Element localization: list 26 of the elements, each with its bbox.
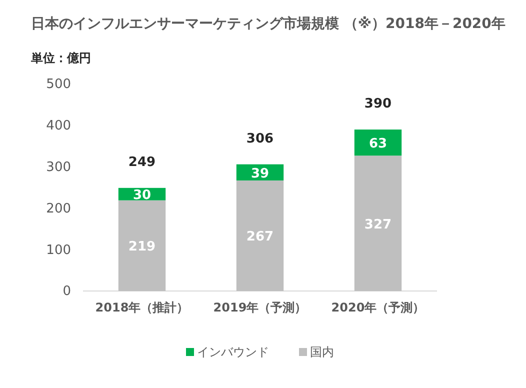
data-label: 219 <box>128 240 156 255</box>
y-tick-label: 0 <box>62 284 71 300</box>
bar <box>236 180 284 291</box>
legend-label: インバウンド <box>197 345 269 359</box>
y-axis-title: 単位：億円 <box>30 51 91 65</box>
y-tick-label: 500 <box>46 77 71 92</box>
data-label: 327 <box>364 217 392 232</box>
bar <box>354 130 402 156</box>
y-tick-label: 400 <box>46 118 71 134</box>
total-label: 390 <box>364 96 392 112</box>
data-label: 63 <box>368 136 388 152</box>
data-label: 267 <box>246 230 274 245</box>
data-label: 39 <box>250 166 270 182</box>
chart-title: 日本のインフルエンサーマーケティング市場規模 （※）2018年－2020年 <box>31 15 506 32</box>
bar <box>118 200 166 291</box>
bar <box>354 156 402 291</box>
y-tick-label: 300 <box>46 160 71 175</box>
x-tick-label: 2019年（予測） <box>213 300 307 315</box>
y-tick-label: 100 <box>46 242 71 258</box>
x-tick-label: 2020年（予測） <box>331 300 425 315</box>
y-tick-label: 200 <box>46 201 71 216</box>
total-label: 306 <box>246 131 274 146</box>
data-label: 30 <box>132 188 152 204</box>
x-tick-label: 2018年（推計） <box>95 300 189 315</box>
legend-label: 国内 <box>310 345 334 359</box>
total-label: 249 <box>128 154 156 170</box>
